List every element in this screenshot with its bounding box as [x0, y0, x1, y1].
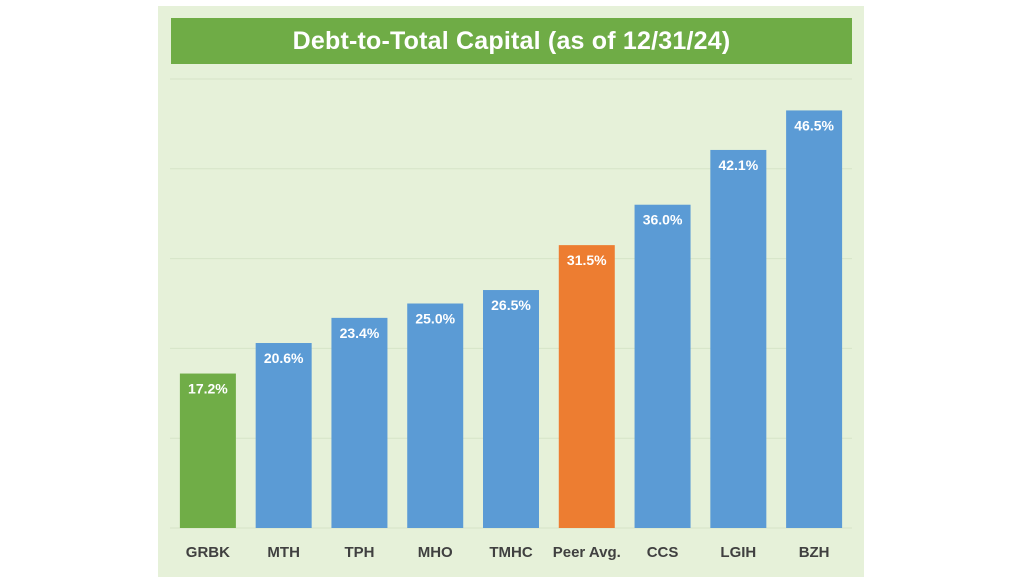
tick-label-mho: MHO	[418, 544, 453, 561]
tick-label-grbk: GRBK	[186, 544, 230, 561]
tick-label-bzh: BZH	[799, 544, 830, 561]
chart-title: Debt-to-Total Capital (as of 12/31/24)	[171, 18, 852, 64]
tick-label-lgih: LGIH	[720, 544, 756, 561]
x-axis-tick-labels: GRBK MTH TPH MHO TMHC Peer Avg. CCS LGIH BZH	[186, 544, 830, 561]
bar-ccs	[634, 204, 691, 528]
bar-grbk	[179, 373, 236, 528]
data-label-peer-avg: 31.5%	[567, 252, 607, 268]
tick-label-peer-avg: Peer Avg.	[553, 544, 621, 561]
data-label-ccs: 36.0%	[643, 212, 683, 228]
bar-mho	[407, 303, 464, 528]
data-label-tmhc: 26.5%	[491, 297, 531, 313]
bar-lgih	[710, 149, 767, 528]
bar-tmhc	[483, 290, 539, 528]
data-label-grbk: 17.2%	[188, 381, 228, 397]
bar-peer-avg	[558, 245, 615, 528]
data-labels: 17.2% 20.6% 23.4% 25.0% 26.5% 31.5% 36.0% 42.1%…	[188, 117, 834, 396]
data-label-lgih: 42.1%	[718, 157, 758, 173]
tick-label-ccs: CCS	[647, 544, 679, 561]
tick-label-tmhc: TMHC	[489, 544, 532, 561]
bar-bzh	[786, 110, 843, 529]
data-label-bzh: 46.5%	[794, 117, 834, 133]
data-label-mth: 20.6%	[264, 350, 304, 366]
data-label-mho: 25.0%	[415, 311, 455, 327]
data-label-tph: 23.4%	[340, 325, 380, 341]
bars	[179, 110, 843, 529]
bar-mth	[255, 343, 312, 528]
tick-label-mth: MTH	[267, 544, 300, 561]
bar-tph	[331, 317, 388, 528]
tick-label-tph: TPH	[344, 544, 374, 561]
